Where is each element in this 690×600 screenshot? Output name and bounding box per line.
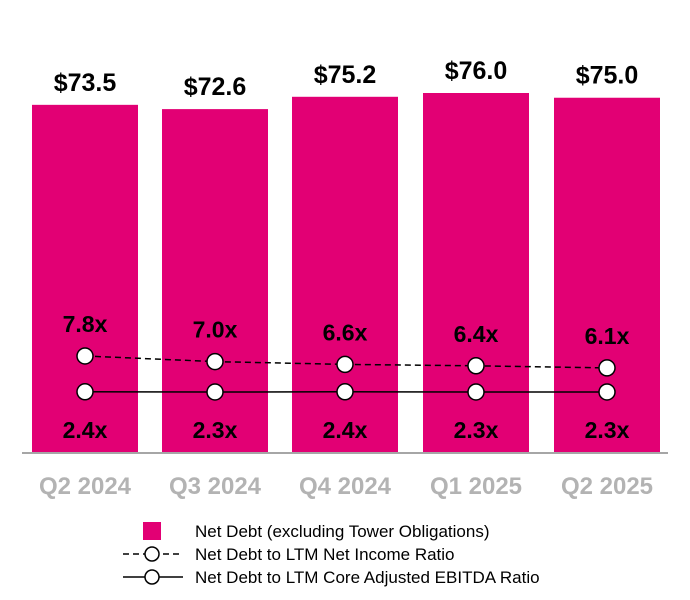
category-labels: Q2 2024 Q3 2024 Q4 2024 Q1 2025 Q2 2025: [39, 473, 653, 500]
net-income-ratio-point: [336, 355, 354, 374]
net-income-ratio-point: [76, 347, 94, 365]
bar-value-label: $76.0: [445, 57, 508, 85]
net-income-ratio-label: 7.8x: [63, 311, 108, 337]
net-income-ratio-label: 7.0x: [193, 317, 238, 343]
bar-value-label: $73.5: [54, 69, 117, 97]
category-label: Q3 2024: [169, 473, 262, 500]
category-label: Q2 2025: [561, 473, 653, 500]
bar-value-labels: $73.5 $72.6 $75.2 $76.0 $75.0: [54, 57, 639, 101]
bar-value-label: $72.6: [184, 73, 247, 101]
ebitda-ratio-point: [598, 383, 616, 401]
ebitda-ratio-point: [76, 383, 94, 401]
legend-label-net-debt: Net Debt (excluding Tower Obligations): [195, 522, 490, 541]
ebitda-ratio-point: [336, 383, 354, 401]
net-income-ratio-point: [206, 352, 224, 371]
ebitda-ratio-point: [467, 383, 485, 401]
net-income-ratio-label: 6.6x: [323, 319, 368, 345]
ebitda-ratio-label: 2.3x: [193, 417, 238, 443]
legend-label-net-income: Net Debt to LTM Net Income Ratio: [195, 545, 455, 564]
net-income-ratio-label: 6.4x: [454, 321, 499, 347]
net-income-ratio-label: 6.1x: [585, 323, 630, 349]
category-label: Q1 2025: [430, 473, 522, 500]
ratio-labels: 7.8x 7.0x 6.6x 6.4x 6.1x 2.4x 2.3x 2.4x 2.3x 2.3x: [63, 311, 630, 443]
ebitda-ratio-label: 2.3x: [585, 417, 630, 443]
category-label: Q2 2024: [39, 473, 132, 500]
legend-marker-ebitda: [144, 569, 160, 585]
legend-label-ebitda: Net Debt to LTM Core Adjusted EBITDA Rat…: [195, 568, 540, 587]
bar-value-label: $75.2: [314, 61, 377, 89]
category-label: Q4 2024: [299, 473, 392, 500]
bar-q2-2024: [32, 104, 138, 453]
legend-marker-net-income: [144, 546, 160, 562]
ratio-lines: [76, 347, 616, 401]
legend: Net Debt (excluding Tower Obligations) N…: [123, 522, 540, 587]
bar-q3-2024: [162, 109, 268, 454]
ebitda-ratio-label: 2.4x: [63, 417, 108, 443]
ebitda-ratio-label: 2.4x: [323, 417, 368, 443]
net-income-ratio-point: [467, 357, 485, 375]
ebitda-ratio-label: 2.3x: [454, 417, 499, 443]
legend-swatch-net-debt: [143, 522, 161, 540]
net-income-ratio-point: [598, 359, 616, 377]
bar-value-label: $75.0: [576, 62, 639, 90]
ebitda-ratio-point: [206, 383, 224, 401]
